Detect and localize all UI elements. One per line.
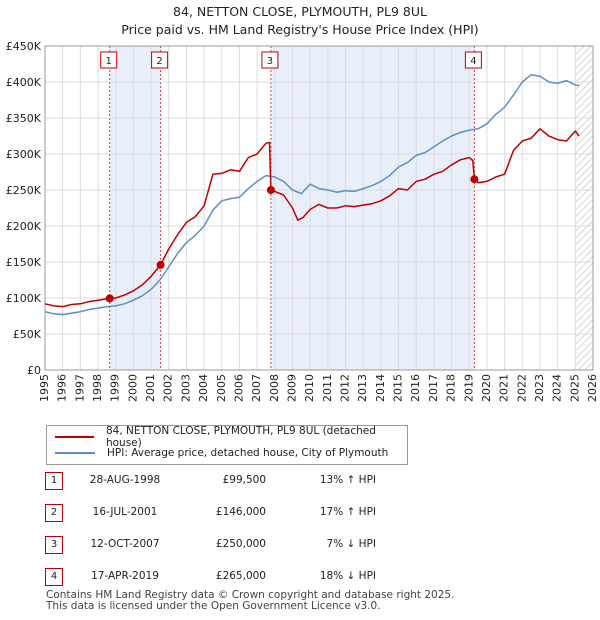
x-tick-label: 2007	[250, 374, 263, 402]
sale-point	[156, 260, 165, 269]
transaction-date: 12-OCT-2007	[90, 538, 160, 550]
plot-frame	[44, 45, 594, 371]
y-tick-label: £250K	[6, 184, 42, 197]
transaction-badge: 3	[45, 536, 63, 554]
x-tick-label: 2000	[126, 374, 139, 402]
x-tick-label: 1996	[56, 374, 69, 402]
legend-label-hpi: HPI: Average price, detached house, City…	[107, 447, 389, 459]
shaded-range	[109, 46, 161, 370]
x-tick-label: 2019	[462, 374, 475, 402]
legend-item-property: 84, NETTON CLOSE, PLYMOUTH, PL9 8UL (det…	[55, 425, 407, 449]
x-tick-label: 2021	[498, 374, 511, 402]
x-tick-label: 2014	[374, 374, 387, 402]
sale-point	[105, 294, 114, 303]
x-tick-label: 2018	[445, 374, 458, 402]
transaction-hpi-diff: 13% ↑ HPI	[319, 474, 376, 486]
legend-swatch-hpi	[55, 452, 95, 454]
transaction-date: 17-APR-2019	[91, 570, 159, 582]
transaction-price: £250,000	[215, 538, 266, 550]
y-tick-label: £150K	[6, 256, 42, 269]
y-tick-label: £350K	[6, 112, 42, 125]
y-tick-label: £300K	[6, 148, 42, 161]
transaction-badge: 1	[45, 472, 63, 490]
x-tick-label: 2008	[268, 374, 281, 402]
y-tick-label: £200K	[6, 220, 42, 233]
sale-badge-label: 2	[156, 56, 162, 67]
table-row: 4 17-APR-2019 £265,000 18% ↓ HPI	[40, 568, 420, 588]
table-row: 1 28-AUG-1998 £99,500 13% ↑ HPI	[40, 472, 420, 492]
x-tick-label: 2004	[197, 374, 210, 402]
hpi-series-line	[44, 74, 580, 316]
footer-line-licence: This data is licensed under the Open Gov…	[46, 600, 381, 612]
sale-badge-label: 3	[267, 56, 273, 67]
property-series-line	[44, 128, 580, 308]
legend-label-property: 84, NETTON CLOSE, PLYMOUTH, PL9 8UL (det…	[105, 425, 376, 449]
transaction-date: 28-AUG-1998	[89, 474, 161, 486]
transaction-hpi-diff: 7% ↓ HPI	[326, 538, 376, 550]
price-chart: £0 £50K £100K £150K £200K £250K £300K £350K £400…	[6, 40, 599, 402]
x-tick-label: 1999	[109, 374, 122, 402]
x-tick-label: 2026	[586, 374, 599, 402]
x-tick-label: 1997	[73, 374, 86, 402]
footer-line-copyright: Contains HM Land Registry data © Crown c…	[46, 589, 455, 601]
transaction-hpi-diff: 18% ↓ HPI	[319, 570, 376, 582]
x-tick-label: 2025	[568, 374, 581, 402]
y-tick-label: £0	[27, 364, 41, 377]
chart-legend: 84, NETTON CLOSE, PLYMOUTH, PL9 8UL (det…	[46, 425, 408, 465]
sale-badge	[261, 51, 279, 69]
sale-badge	[100, 51, 118, 69]
y-tick-label: £100K	[6, 292, 42, 305]
x-tick-label: 1998	[91, 374, 104, 402]
x-tick-label: 2013	[356, 374, 369, 402]
x-tick-label: 2010	[303, 374, 316, 402]
x-tick-label: 2012	[339, 374, 352, 402]
x-tick-label: 2017	[427, 374, 440, 402]
x-tick-label: 2011	[321, 374, 334, 402]
sale-badge	[464, 51, 482, 69]
transaction-date: 16-JUL-2001	[92, 506, 158, 518]
shaded-range	[270, 46, 475, 370]
table-row: 2 16-JUL-2001 £146,000 17% ↑ HPI	[40, 504, 420, 524]
y-tick-label: £450K	[6, 40, 42, 53]
x-tick-label: 2002	[162, 374, 175, 402]
sale-badge	[151, 51, 169, 69]
x-tick-label: 2005	[215, 374, 228, 402]
forecast-hatch	[575, 46, 593, 370]
y-tick-label: £400K	[6, 76, 42, 89]
x-tick-label: 2001	[144, 374, 157, 402]
x-tick-label: 2024	[551, 374, 564, 402]
chart-subtitle: Price paid vs. HM Land Registry's House …	[121, 22, 479, 37]
x-tick-label: 2016	[409, 374, 422, 402]
x-tick-label: 2015	[392, 374, 405, 402]
transaction-price: £265,000	[215, 570, 266, 582]
legend-swatch-property	[55, 436, 94, 438]
transaction-hpi-diff: 17% ↑ HPI	[319, 506, 376, 518]
sale-point	[266, 186, 275, 194]
sale-point	[470, 175, 479, 184]
table-row: 3 12-OCT-2007 £250,000 7% ↓ HPI	[40, 536, 420, 556]
y-tick-label: £50K	[13, 328, 42, 341]
x-tick-label: 1995	[38, 374, 51, 402]
transaction-badge: 2	[45, 504, 63, 522]
x-tick-label: 2022	[515, 374, 528, 402]
x-tick-label: 2003	[179, 374, 192, 402]
sale-badge-label: 1	[106, 56, 112, 67]
footer-attribution: Contains HM Land Registry data © Crown c…	[46, 590, 454, 612]
x-tick-label: 2006	[232, 374, 245, 402]
sale-badge-label: 4	[470, 56, 476, 67]
x-tick-label: 2023	[533, 374, 546, 402]
legend-item-hpi: HPI: Average price, detached house, City…	[55, 445, 388, 461]
transaction-price: £99,500	[222, 474, 266, 486]
chart-title: 84, NETTON CLOSE, PLYMOUTH, PL9 8UL	[173, 4, 427, 19]
x-tick-label: 2009	[285, 374, 298, 402]
transaction-price: £146,000	[215, 506, 266, 518]
transaction-badge: 4	[45, 568, 63, 586]
x-tick-label: 2020	[480, 374, 493, 402]
